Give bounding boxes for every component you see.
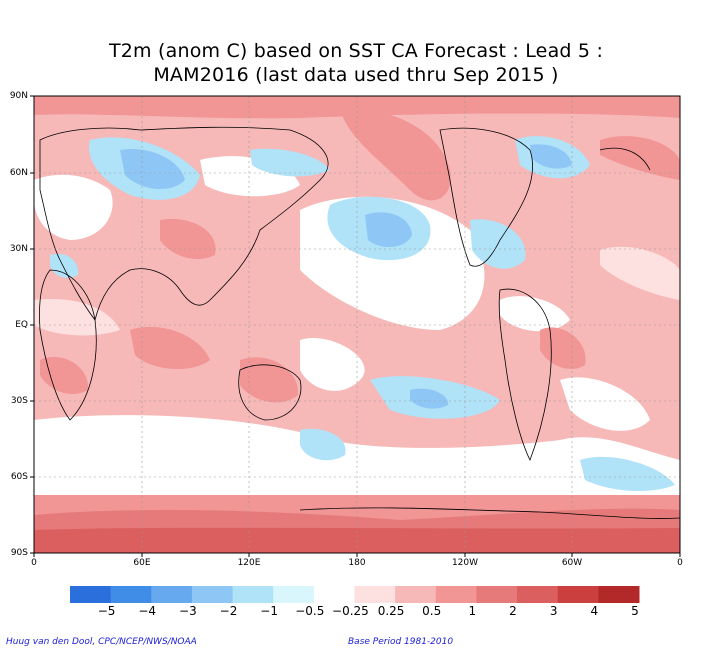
coastlines — [39, 126, 680, 519]
lat-label: 30N — [9, 244, 28, 254]
lon-label: 0 — [31, 558, 37, 568]
colorbar-label: −2 — [219, 604, 238, 618]
grid-lines — [34, 96, 680, 553]
colorbar-label: 5 — [631, 604, 639, 618]
lon-label: 60W — [561, 558, 583, 568]
colorbar-label: −5 — [97, 604, 116, 618]
colorbar-swatch — [395, 586, 437, 603]
colorbar-label: 0.5 — [422, 604, 442, 618]
colorbar-swatch — [435, 586, 477, 603]
map-title-line2: MAM2016 (last data used thru Sep 2015 ) — [153, 64, 559, 86]
colorbar-swatch — [151, 586, 193, 603]
colorbar-label: −1 — [260, 604, 278, 618]
colorbar-label: 0.25 — [377, 604, 405, 618]
lon-label: 0 — [677, 558, 683, 568]
colorbar-label: 1 — [468, 604, 477, 618]
lon-label: 60E — [133, 558, 151, 568]
colorbar-swatch — [110, 586, 152, 603]
colorbar-label: 4 — [590, 604, 599, 618]
lat-label: 90N — [9, 91, 28, 101]
colorbar-label: 3 — [549, 604, 558, 618]
lat-label: 30S — [10, 396, 28, 406]
colorbar-swatch — [557, 586, 599, 603]
colorbar — [70, 586, 640, 603]
axis-ticks — [30, 95, 681, 557]
colorbar-label: 2 — [509, 604, 517, 618]
colorbar-swatch — [354, 586, 396, 603]
lat-label: 60S — [10, 472, 28, 482]
lon-label: 180 — [348, 558, 366, 568]
map-field — [34, 96, 680, 553]
lon-label: 120W — [451, 558, 479, 568]
lon-label: 120E — [237, 558, 261, 568]
base-period-text: Base Period 1981-2010 — [348, 637, 454, 647]
colorbar-swatch — [598, 586, 640, 603]
colorbar-swatch — [313, 586, 355, 603]
colorbar-label: −0.25 — [332, 604, 369, 618]
map-title-line1: T2m (anom C) based on SST CA Forecast : … — [108, 40, 604, 62]
colorbar-label: −4 — [138, 604, 157, 618]
colorbar-swatch — [232, 586, 274, 603]
lat-label: EQ — [15, 320, 28, 330]
colorbar-label: −3 — [179, 604, 197, 618]
colorbar-swatch — [70, 586, 112, 603]
credit-text: Huug van den Dool, CPC/NCEP/NWS/NOAA — [6, 637, 197, 647]
lat-label: 60N — [9, 168, 28, 178]
colorbar-swatch — [273, 586, 315, 603]
lat-label: 90S — [10, 548, 28, 558]
colorbar-swatch — [476, 586, 518, 603]
colorbar-swatch — [517, 586, 559, 603]
colorbar-swatch — [191, 586, 234, 603]
colorbar-label: −0.5 — [295, 604, 325, 618]
